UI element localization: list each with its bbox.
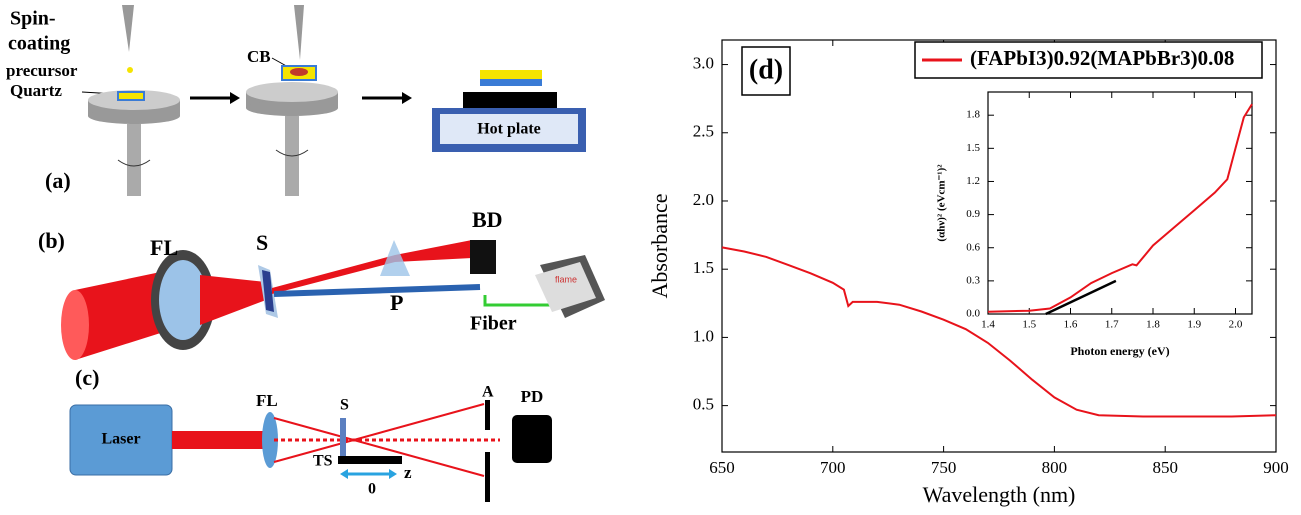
arrow-head: [340, 469, 348, 479]
stage: [338, 456, 402, 464]
label: S: [340, 397, 349, 414]
panel-label: (c): [75, 365, 99, 390]
beam-dump: [470, 240, 496, 274]
label: PD: [521, 387, 544, 406]
label: A: [482, 384, 494, 401]
beam-end: [61, 290, 89, 360]
panel-c: (c) Laser FL S TS 0 z A PD: [70, 365, 552, 502]
y-tick-label: 3.0: [693, 53, 714, 72]
panel-b: (b) FL S P BD Fiber flame: [38, 207, 605, 360]
x-tick-label: 700: [820, 458, 846, 477]
label: TS: [313, 453, 333, 470]
y-tick-label: 1.5: [693, 258, 714, 277]
y-tick-label: 1.0: [693, 326, 714, 345]
fiber: [485, 295, 555, 305]
plate: [463, 92, 557, 108]
arrow-head: [230, 92, 240, 104]
arrow-head: [402, 92, 412, 104]
disc: [88, 108, 180, 124]
label: precursor: [6, 61, 78, 80]
x-axis-title: Photon energy (eV): [1070, 344, 1169, 358]
aperture: [485, 452, 490, 502]
drop: [127, 67, 133, 73]
y-tick-label: 0.6: [966, 241, 980, 253]
x-tick-label: 900: [1263, 458, 1289, 477]
panel-a: Spin- coating precursor Quartz CB Hot pl…: [6, 5, 586, 196]
plot-frame: [988, 92, 1252, 314]
y-tick-label: 1.8: [966, 109, 980, 121]
y-tick-label: 0.3: [966, 274, 980, 286]
beam: [274, 287, 480, 294]
disc: [246, 100, 338, 116]
x-tick-label: 1.6: [1064, 319, 1078, 331]
beam: [200, 275, 266, 325]
beam: [274, 418, 484, 476]
label: S: [256, 230, 268, 255]
y-tick-label: 2.5: [693, 122, 714, 141]
y-tick-label: 0.9: [966, 208, 980, 220]
x-tick-label: 1.7: [1105, 319, 1119, 331]
line: [988, 104, 1252, 312]
label: Spin-: [10, 8, 56, 30]
label: FL: [256, 391, 278, 410]
cb-drop: [290, 68, 308, 76]
film: [480, 70, 542, 79]
quartz: [480, 79, 542, 86]
needle: [122, 5, 134, 52]
label: Hot plate: [477, 121, 541, 138]
beam: [274, 404, 484, 462]
y-tick-label: 2.0: [693, 190, 714, 209]
line: [1046, 281, 1116, 314]
y-axis-title: Absorbance: [647, 193, 672, 298]
needle: [294, 5, 304, 60]
label: 0: [368, 481, 376, 498]
legend-label: (FAPbI3)0.92(MAPbBr3)0.08: [970, 46, 1234, 70]
y-tick-label: 1.2: [966, 175, 980, 187]
label: coating: [8, 33, 70, 55]
y-tick-label: 1.5: [966, 142, 980, 154]
y-axis-title: (αhν)² (eVcm⁻¹)²: [936, 164, 948, 242]
disc: [246, 82, 338, 102]
label: Laser: [101, 431, 140, 448]
brand: flame: [555, 274, 577, 284]
label: P: [390, 290, 403, 315]
x-tick-label: 800: [1042, 458, 1068, 477]
x-tick-label: 850: [1152, 458, 1178, 477]
beam: [172, 431, 264, 449]
chart-d: 650 700 750 800 850 900 0.5 1.0 1.5 2.0 2.5 3.0 Wave…: [647, 40, 1289, 507]
shaft: [127, 124, 141, 196]
lens: [159, 260, 207, 340]
x-tick-label: 650: [709, 458, 735, 477]
panel-label: (d): [749, 54, 783, 85]
sample: [340, 418, 346, 460]
substrate: [118, 92, 144, 100]
plot-frame: [722, 40, 1276, 452]
label: BD: [472, 207, 503, 232]
label: Fiber: [470, 313, 517, 335]
x-tick-label: 1.9: [1187, 319, 1201, 331]
x-tick-label: 1.4: [981, 319, 995, 331]
x-tick-label: 1.5: [1022, 319, 1036, 331]
arrow-head: [389, 469, 397, 479]
panel-label: (b): [38, 228, 65, 253]
x-tick-label: 2.0: [1229, 319, 1243, 331]
x-tick-label: 1.8: [1146, 319, 1160, 331]
label: Quartz: [10, 81, 62, 100]
line: [722, 247, 1276, 416]
aperture: [485, 400, 490, 430]
y-tick-label: 0.5: [693, 395, 714, 414]
label: z: [404, 463, 412, 482]
figure: Spin- coating precursor Quartz CB Hot pl…: [0, 0, 1301, 515]
x-axis-title: Wavelength (nm): [923, 482, 1076, 507]
x-tick-label: 750: [931, 458, 957, 477]
label: CB: [247, 47, 271, 66]
y-tick-label: 0.0: [966, 308, 980, 320]
photodiode: [512, 415, 552, 463]
label: FL: [150, 235, 178, 260]
panel-label: (a): [45, 168, 71, 193]
